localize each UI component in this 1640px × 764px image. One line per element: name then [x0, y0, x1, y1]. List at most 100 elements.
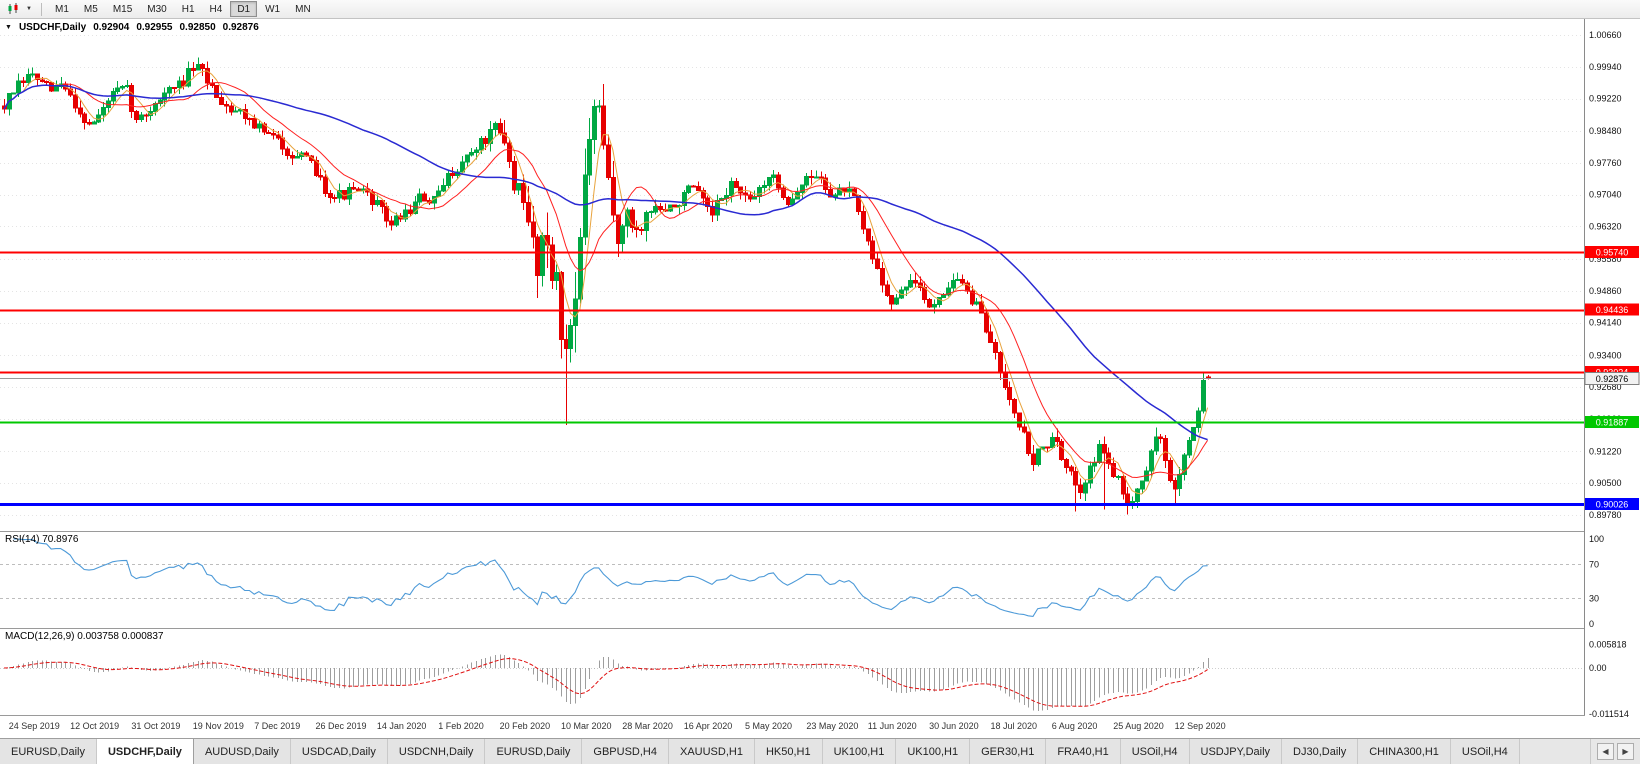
svg-text:0.94860: 0.94860 [1589, 286, 1622, 296]
chart-tab-hk50-h1[interactable]: HK50,H1 [754, 739, 823, 764]
svg-text:0.95740: 0.95740 [1596, 248, 1629, 258]
tab-scroll-left-icon[interactable]: ◀ [1597, 743, 1614, 760]
chart-tab-usoil-h4[interactable]: USOil,H4 [1120, 739, 1190, 764]
svg-text:0.89780: 0.89780 [1589, 510, 1622, 520]
chart-tab-ger30-h1[interactable]: GER30,H1 [970, 739, 1047, 764]
svg-text:0.92876: 0.92876 [1596, 374, 1629, 384]
svg-text:1.00660: 1.00660 [1589, 30, 1622, 40]
svg-text:0.90026: 0.90026 [1596, 500, 1629, 510]
svg-text:0.91887: 0.91887 [1596, 418, 1629, 428]
timeframe-toolbar: ▼ M1 M5 M15 M30 H1 H4 D1 W1 MN [0, 0, 1640, 19]
svg-text:0.96320: 0.96320 [1589, 222, 1622, 232]
svg-text:30 Jun 2020: 30 Jun 2020 [929, 721, 979, 731]
svg-text:0.91220: 0.91220 [1589, 447, 1622, 457]
svg-text:25 Aug 2020: 25 Aug 2020 [1113, 721, 1164, 731]
svg-text:7 Dec 2019: 7 Dec 2019 [254, 721, 300, 731]
chart-tab-usdcad-daily[interactable]: USDCAD,Daily [290, 739, 388, 764]
toolbar-separator [41, 2, 42, 16]
chart-tab-usdcnh-daily[interactable]: USDCNH,Daily [387, 739, 486, 764]
tab-scroll-controls: ◀ ▶ [1590, 739, 1640, 764]
timeframe-button-m15[interactable]: M15 [112, 4, 133, 15]
price-label-0.90026: 0.90026 [1585, 498, 1639, 511]
price-label-0.91887: 0.91887 [1585, 416, 1639, 428]
svg-text:31 Oct 2019: 31 Oct 2019 [131, 721, 180, 731]
rsi-line [13, 538, 1208, 617]
chart-window: 1.00660 0.99940 0.99220 0.98480 0.97760 0.970… [0, 19, 1640, 738]
chart-tab-audusd-daily[interactable]: AUDUSD,Daily [193, 739, 291, 764]
price-label-0.92876: 0.92876 [1584, 372, 1640, 385]
svg-text:70: 70 [1589, 560, 1599, 570]
candlestick-glyph [8, 3, 18, 14]
price-label-0.95740: 0.95740 [1585, 246, 1639, 259]
svg-text:20 Feb 2020: 20 Feb 2020 [500, 721, 551, 731]
timeframe-button-h4[interactable]: H4 [209, 4, 223, 15]
svg-text:12 Oct 2019: 12 Oct 2019 [70, 721, 119, 731]
timeframe-buttons: M1 M5 M15 M30 H1 H4 D1 W1 MN [48, 1, 318, 17]
chart-tab-fra40-h1[interactable]: FRA40,H1 [1046, 739, 1121, 764]
chart-tab-xauusd-h1[interactable]: XAUUSD,H1 [668, 739, 755, 764]
svg-text:26 Dec 2019: 26 Dec 2019 [316, 721, 367, 731]
svg-text:19 Nov 2019: 19 Nov 2019 [193, 721, 244, 731]
svg-text:6 Aug 2020: 6 Aug 2020 [1052, 721, 1098, 731]
chart-tab-usoil-h4[interactable]: USOil,H4 [1450, 739, 1520, 764]
svg-text:1 Feb 2020: 1 Feb 2020 [438, 721, 484, 731]
chart-tab-dj30-daily[interactable]: DJ30,Daily [1282, 739, 1359, 764]
timeframe-button-d1[interactable]: D1 [230, 1, 258, 17]
svg-text:0.98480: 0.98480 [1589, 126, 1622, 136]
timeframe-button-w1[interactable]: W1 [265, 4, 281, 15]
svg-text:16 Apr 2020: 16 Apr 2020 [684, 721, 733, 731]
chart-type-icon[interactable] [4, 1, 22, 17]
svg-text:0.97760: 0.97760 [1589, 158, 1622, 168]
candlestick-series [2, 57, 1211, 515]
chart-tab-eurusd-daily[interactable]: EURUSD,Daily [0, 739, 97, 764]
svg-text:0.95580: 0.95580 [1589, 254, 1622, 264]
timeframe-button-h1[interactable]: H1 [181, 4, 195, 15]
timeframe-button-mn[interactable]: MN [295, 4, 311, 15]
ma-13-line [3, 81, 1209, 479]
chart-tab-china300-h1[interactable]: CHINA300,H1 [1358, 739, 1451, 764]
rsi-axis[interactable]: 100 70 30 0 [1589, 534, 1604, 629]
chart-tab-usdchf-daily[interactable]: USDCHF,Daily [96, 739, 194, 764]
chart-tab-uk100-h1[interactable]: UK100,H1 [896, 739, 971, 764]
svg-text:0.93400: 0.93400 [1589, 350, 1622, 360]
price-label-0.94436: 0.94436 [1585, 303, 1639, 316]
svg-text:0.97040: 0.97040 [1589, 190, 1622, 200]
svg-text:10 Mar 2020: 10 Mar 2020 [561, 721, 612, 731]
chart-tab-usdjpy-daily[interactable]: USDJPY,Daily [1189, 739, 1283, 764]
chart-tab-eurusd-daily[interactable]: EURUSD,Daily [485, 739, 583, 764]
svg-text:14 Jan 2020: 14 Jan 2020 [377, 721, 427, 731]
timeframe-button-m5[interactable]: M5 [83, 4, 98, 15]
svg-text:0.90500: 0.90500 [1589, 478, 1622, 488]
macd-signal-line [3, 657, 1208, 707]
svg-text:30: 30 [1589, 594, 1599, 604]
support-resistance-lines [0, 251, 1584, 506]
timeframe-button-m30[interactable]: M30 [147, 4, 167, 15]
chart-tab-gbpusd-h4[interactable]: GBPUSD,H4 [582, 739, 669, 764]
dropdown-caret-icon[interactable]: ▼ [26, 6, 32, 12]
svg-text:0.94140: 0.94140 [1589, 318, 1622, 328]
tab-scroll-right-icon[interactable]: ▶ [1617, 743, 1634, 760]
svg-text:-0.011514: -0.011514 [1589, 709, 1629, 719]
svg-text:0.005818: 0.005818 [1589, 640, 1627, 650]
svg-text:23 May 2020: 23 May 2020 [806, 721, 858, 731]
ma-5-line [3, 70, 1209, 495]
macd-axis[interactable]: 0.005818 0.00 -0.011514 [1589, 640, 1629, 719]
svg-text:0.94436: 0.94436 [1596, 305, 1629, 315]
chart-canvas[interactable]: 1.00660 0.99940 0.99220 0.98480 0.97760 0.970… [0, 19, 1640, 738]
svg-text:0.00: 0.00 [1589, 663, 1607, 673]
time-axis[interactable]: 24 Sep 2019 12 Oct 2019 31 Oct 2019 19 Nov … [9, 721, 1226, 731]
chart-tabs: EURUSD,Daily USDCHF,Daily AUDUSD,Daily USDC… [0, 739, 1590, 764]
svg-text:5 May 2020: 5 May 2020 [745, 721, 792, 731]
svg-text:24 Sep 2019: 24 Sep 2019 [9, 721, 60, 731]
svg-text:0.99940: 0.99940 [1589, 62, 1622, 72]
svg-text:0.99220: 0.99220 [1589, 94, 1622, 104]
svg-text:11 Jun 2020: 11 Jun 2020 [868, 721, 917, 731]
svg-text:18 Jul 2020: 18 Jul 2020 [991, 721, 1038, 731]
ma-50-line [3, 84, 1208, 441]
chart-tab-bar: EURUSD,Daily USDCHF,Daily AUDUSD,Daily USDC… [0, 738, 1640, 764]
collapse-indicator-icon[interactable]: ▼ [5, 24, 12, 31]
chart-tab-uk100-h1[interactable]: UK100,H1 [822, 739, 897, 764]
macd-histogram [9, 654, 1209, 711]
timeframe-button-m1[interactable]: M1 [55, 4, 69, 15]
